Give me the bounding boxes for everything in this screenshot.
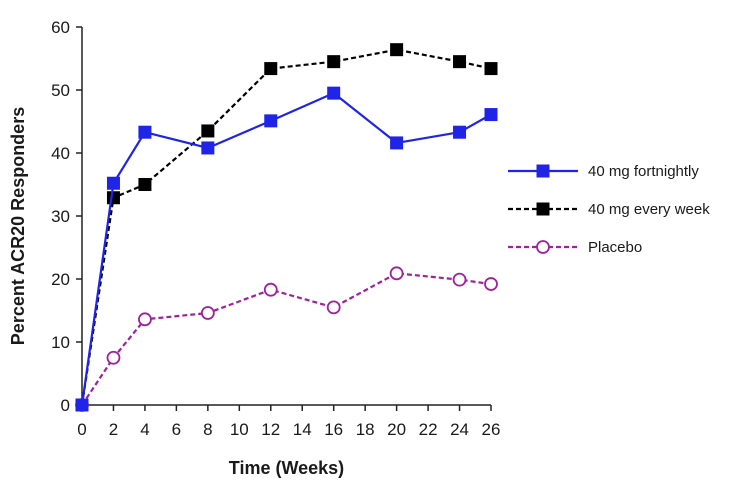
legend-marker-placebo [536,240,550,254]
legend-marker-40-mg-fortnightly [536,164,550,178]
data-point-40-mg-every-week [138,178,152,191]
data-point-40-mg-fortnightly [264,114,278,128]
data-point-placebo [106,350,121,365]
data-point-40-mg-every-week [264,62,278,76]
data-point-placebo [200,306,215,320]
y-tick-label: 20 [51,270,70,289]
data-point-40-mg-fortnightly [106,176,120,190]
y-tick-label: 10 [51,333,70,352]
x-tick-label: 10 [230,420,249,439]
x-tick-label: 4 [140,420,149,439]
y-tick-label: 30 [51,207,70,226]
data-point-placebo [389,266,404,281]
data-point-40-mg-every-week [453,55,467,69]
data-point-40-mg-fortnightly [75,398,89,412]
y-tick-label: 0 [61,396,70,415]
y-tick-label: 50 [51,81,70,100]
x-tick-label: 2 [109,420,118,439]
x-tick-label: 20 [387,420,406,439]
legend-marker-40-mg-every-week [536,202,550,216]
y-tick-label: 40 [51,144,70,163]
series-line-40-mg-fortnightly [80,92,492,406]
data-point-40-mg-fortnightly [453,125,467,139]
legend-item-placebo: Placebo [508,239,642,256]
x-tick-label: 24 [450,420,469,439]
legend-label-40-mg-fortnightly: 40 mg fortnightly [588,163,699,180]
series-40-mg-every-week [75,43,498,412]
data-point-40-mg-every-week [106,191,120,205]
data-point-40-mg-fortnightly [327,86,341,100]
legend-label-40-mg-every-week: 40 mg every week [588,201,710,218]
data-point-40-mg-fortnightly [390,136,404,150]
data-point-placebo [326,300,341,315]
series-line-40-mg-every-week [80,48,492,406]
x-tick-label: 6 [172,420,181,439]
x-axis-title: Time (Weeks) [229,458,344,478]
data-point-placebo [138,312,152,327]
legend-label-placebo: Placebo [588,239,642,256]
x-tick-label: 22 [419,420,438,439]
data-point-40-mg-every-week [327,55,341,69]
x-tick-label: 18 [356,420,375,439]
data-point-placebo [263,282,278,297]
series-line-placebo [81,272,492,406]
data-point-40-mg-fortnightly [138,125,152,139]
data-point-40-mg-every-week [390,43,404,57]
data-point-placebo [484,277,498,291]
y-axis-title: Percent ACR20 Responders [8,107,28,345]
legend-item-40-mg-fortnightly: 40 mg fortnightly [508,163,699,180]
data-point-placebo [452,272,467,287]
series-placebo [75,266,498,412]
data-point-40-mg-every-week [201,124,215,138]
x-tick-label: 12 [261,420,280,439]
x-tick-label: 16 [324,420,343,439]
x-tick-label: 0 [77,420,86,439]
series-layer [75,43,498,412]
legend: 40 mg fortnightly 40 mg every week Placebo [508,163,710,256]
x-tick-label: 8 [203,420,212,439]
legend-item-40-mg-every-week: 40 mg every week [508,201,710,218]
y-tick-label: 60 [51,18,70,37]
data-point-40-mg-every-week [484,62,498,76]
x-tick-label: 26 [482,420,501,439]
data-point-40-mg-fortnightly [484,108,498,122]
data-point-40-mg-fortnightly [201,141,215,155]
series-40-mg-fortnightly [75,86,498,412]
x-tick-label: 14 [293,420,312,439]
